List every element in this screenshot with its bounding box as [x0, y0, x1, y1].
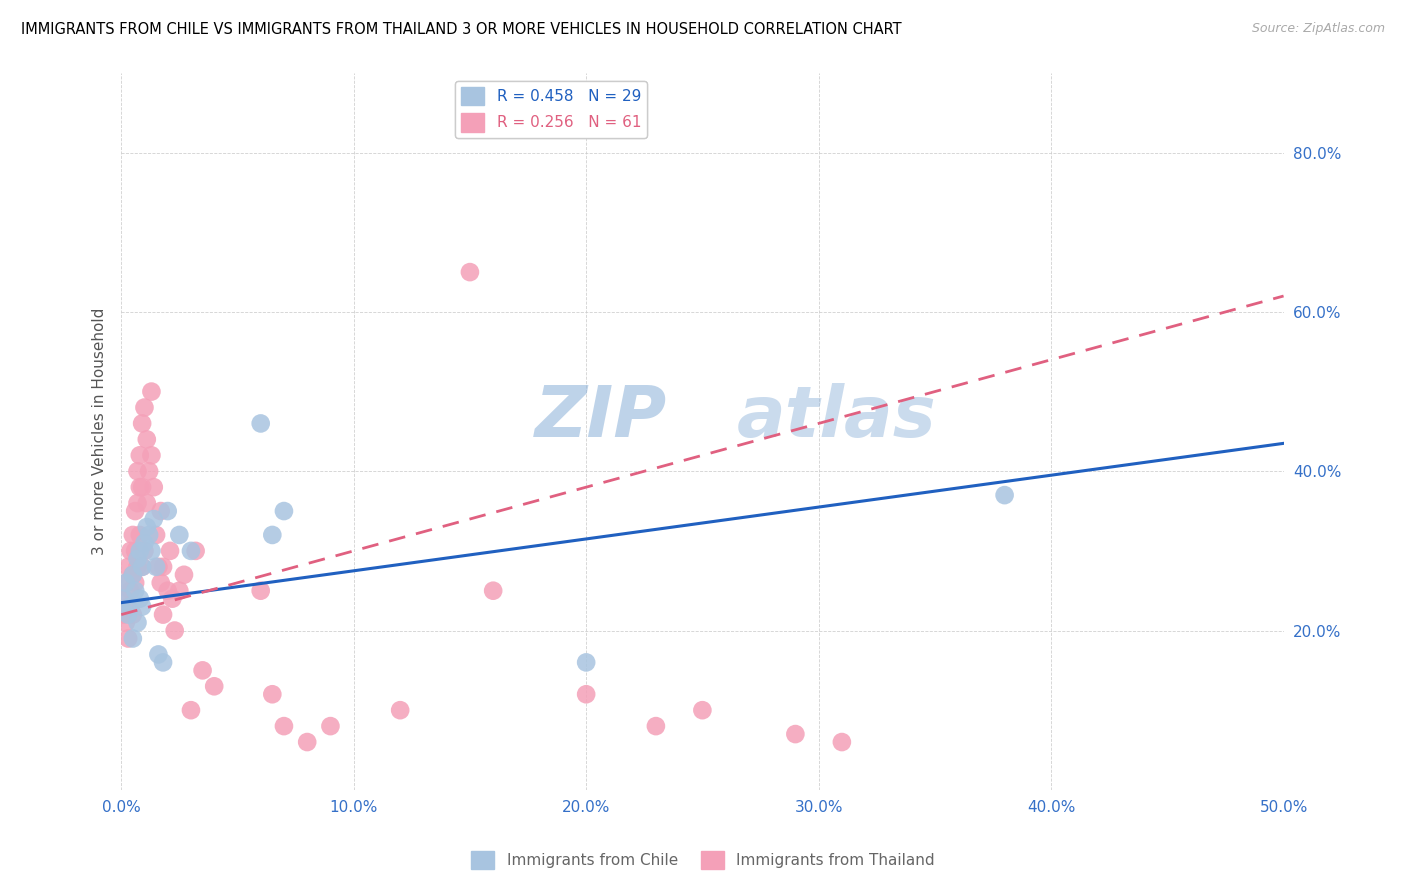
- Point: [127, 552, 149, 566]
- Point: [262, 687, 284, 701]
- Point: [184, 544, 207, 558]
- Point: [115, 575, 138, 590]
- Point: [120, 599, 142, 614]
- Point: [295, 735, 318, 749]
- Text: ZIP: ZIP: [536, 383, 668, 451]
- Point: [156, 583, 179, 598]
- Point: [180, 544, 202, 558]
- Point: [831, 735, 853, 749]
- Point: [127, 496, 149, 510]
- Point: [128, 448, 150, 462]
- Point: [127, 559, 149, 574]
- Point: [120, 544, 142, 558]
- Point: [128, 544, 150, 558]
- Point: [141, 448, 163, 462]
- Point: [142, 512, 165, 526]
- Point: [134, 401, 156, 415]
- Point: [149, 575, 172, 590]
- Point: [121, 607, 143, 622]
- Point: [319, 719, 342, 733]
- Point: [121, 567, 143, 582]
- Point: [994, 488, 1017, 502]
- Point: [141, 544, 163, 558]
- Point: [117, 599, 139, 614]
- Point: [162, 591, 184, 606]
- Point: [249, 583, 271, 598]
- Point: [152, 559, 174, 574]
- Point: [131, 480, 153, 494]
- Point: [575, 687, 598, 701]
- Point: [145, 559, 167, 574]
- Point: [180, 703, 202, 717]
- Point: [785, 727, 807, 741]
- Point: [249, 417, 271, 431]
- Point: [112, 591, 135, 606]
- Point: [124, 583, 146, 598]
- Point: [692, 703, 714, 717]
- Point: [131, 599, 153, 614]
- Point: [145, 528, 167, 542]
- Point: [117, 607, 139, 622]
- Point: [163, 624, 186, 638]
- Point: [575, 656, 598, 670]
- Point: [141, 384, 163, 399]
- Point: [645, 719, 668, 733]
- Point: [121, 632, 143, 646]
- Point: [131, 559, 153, 574]
- Point: [120, 583, 142, 598]
- Point: [142, 480, 165, 494]
- Point: [127, 464, 149, 478]
- Point: [202, 679, 225, 693]
- Point: [152, 656, 174, 670]
- Point: [148, 648, 170, 662]
- Point: [389, 703, 412, 717]
- Point: [156, 504, 179, 518]
- Point: [191, 664, 214, 678]
- Point: [124, 544, 146, 558]
- Point: [112, 607, 135, 622]
- Point: [134, 544, 156, 558]
- Point: [124, 575, 146, 590]
- Point: [159, 544, 181, 558]
- Point: [458, 265, 481, 279]
- Point: [135, 496, 157, 510]
- Point: [115, 575, 138, 590]
- Point: [112, 591, 135, 606]
- Legend: R = 0.458   N = 29, R = 0.256   N = 61: R = 0.458 N = 29, R = 0.256 N = 61: [456, 80, 647, 137]
- Point: [121, 528, 143, 542]
- Point: [152, 607, 174, 622]
- Point: [262, 528, 284, 542]
- Point: [138, 464, 160, 478]
- Point: [149, 504, 172, 518]
- Point: [128, 591, 150, 606]
- Text: IMMIGRANTS FROM CHILE VS IMMIGRANTS FROM THAILAND 3 OR MORE VEHICLES IN HOUSEHOL: IMMIGRANTS FROM CHILE VS IMMIGRANTS FROM…: [21, 22, 901, 37]
- Point: [128, 480, 150, 494]
- Point: [134, 536, 156, 550]
- Point: [135, 520, 157, 534]
- Text: Source: ZipAtlas.com: Source: ZipAtlas.com: [1251, 22, 1385, 36]
- Y-axis label: 3 or more Vehicles in Household: 3 or more Vehicles in Household: [93, 308, 107, 555]
- Point: [169, 528, 191, 542]
- Point: [173, 567, 195, 582]
- Point: [148, 559, 170, 574]
- Point: [121, 567, 143, 582]
- Point: [131, 559, 153, 574]
- Point: [273, 504, 295, 518]
- Point: [124, 504, 146, 518]
- Point: [169, 583, 191, 598]
- Point: [117, 559, 139, 574]
- Point: [131, 417, 153, 431]
- Point: [117, 632, 139, 646]
- Point: [115, 615, 138, 630]
- Point: [273, 719, 295, 733]
- Legend: Immigrants from Chile, Immigrants from Thailand: Immigrants from Chile, Immigrants from T…: [465, 845, 941, 875]
- Point: [482, 583, 505, 598]
- Point: [138, 528, 160, 542]
- Point: [135, 433, 157, 447]
- Point: [127, 615, 149, 630]
- Point: [128, 528, 150, 542]
- Text: atlas: atlas: [737, 383, 936, 451]
